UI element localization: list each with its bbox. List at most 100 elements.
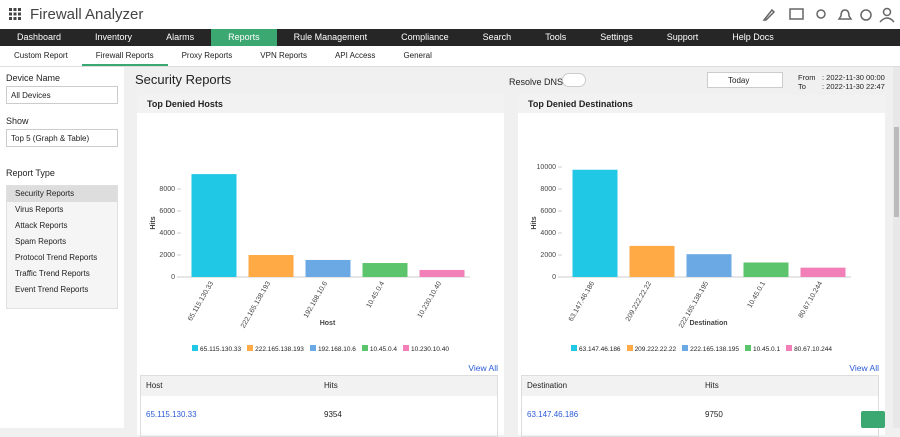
y-tick-label: 4000 — [540, 230, 556, 237]
label: Device Name — [6, 73, 61, 83]
report-type[interactable]: Spam Reports — [15, 237, 67, 246]
x-tick-label: 80.67.10.244 — [798, 280, 825, 319]
label: Show — [6, 116, 29, 126]
x-tick-label: 209.222.22.22 — [625, 280, 653, 322]
y-tick-label: 10000 — [537, 164, 557, 171]
nav-tab[interactable]: Help Docs — [732, 32, 774, 42]
nav-tab[interactable]: Search — [482, 32, 512, 42]
bar — [686, 254, 732, 277]
bar — [305, 259, 351, 277]
header-cell: Hits — [324, 381, 338, 390]
report-type[interactable]: Event Trend Reports — [15, 285, 89, 294]
bar — [572, 169, 618, 277]
legend-swatch — [682, 345, 689, 351]
x-tick-label: 65.115.130.33 — [187, 280, 215, 322]
top-icons — [762, 7, 895, 23]
view-all-link[interactable]: View All — [468, 363, 498, 373]
x-tick-label: 222.165.138.193 — [240, 280, 272, 329]
sub-tab[interactable]: Firewall Reports — [81, 46, 168, 66]
sub-tab[interactable]: VPN Reports — [260, 51, 307, 60]
bar — [191, 174, 237, 277]
report-type[interactable]: Attack Reports — [15, 221, 68, 230]
nav-tab[interactable]: Compliance — [401, 32, 449, 42]
toggle[interactable] — [562, 73, 586, 87]
panel-title: Top Denied Destinations — [518, 95, 885, 113]
label: Report Type — [6, 168, 55, 178]
x-tick-label: 10.45.0.4 — [366, 280, 387, 309]
header-cell: Host — [146, 381, 163, 390]
period-select[interactable]: Today — [707, 72, 783, 88]
nav-tab[interactable]: Reports — [211, 29, 277, 46]
top-bar: Firewall Analyzer — [0, 0, 900, 29]
legend-label: 80.67.10.244 — [794, 346, 833, 353]
table-row: 65.115.130.33 9354 — [141, 396, 497, 436]
cell: 9354 — [324, 410, 342, 419]
legend-item: 65.115.130.33 — [192, 345, 241, 353]
chat-button[interactable] — [861, 411, 885, 428]
y-tick-label: 8000 — [540, 186, 556, 193]
bar — [362, 263, 408, 277]
legend-label: 192.168.10.6 — [317, 346, 356, 353]
bar — [629, 245, 675, 277]
chart: 0 2000 4000 6000 8000 10000 Hits Destination 63.… — [531, 164, 851, 330]
nav-tab[interactable]: Alarms — [166, 32, 195, 42]
legend-item: 222.165.138.193 — [247, 345, 304, 353]
scrollbar[interactable] — [893, 67, 900, 428]
legend-item: 10.230.10.40 — [403, 345, 449, 353]
legend-item: 192.168.10.6 — [309, 345, 356, 353]
nav-tab[interactable]: Inventory — [95, 32, 133, 42]
y-tick-label: 4000 — [159, 230, 175, 237]
sidebar: Device Name All Devices Show Top 5 (Grap… — [0, 67, 124, 428]
legend-item: 209.222.22.22 — [626, 345, 677, 353]
to-label: To — [798, 82, 806, 91]
report-type[interactable]: Virus Reports — [15, 205, 64, 214]
legend-swatch — [403, 345, 409, 351]
legend-swatch — [247, 345, 254, 351]
nav-tab[interactable]: Dashboard — [17, 32, 62, 42]
y-tick-label: 2000 — [159, 252, 175, 259]
sub-nav: Custom Report Firewall Reports Proxy Repor… — [0, 46, 900, 67]
legend-swatch — [744, 345, 751, 351]
bar — [419, 269, 465, 277]
legend-label: 222.165.138.193 — [255, 346, 304, 353]
app-grid-icon[interactable] — [9, 8, 21, 20]
x-tick-label: 63.147.46.186 — [568, 280, 596, 322]
legend-swatch — [570, 345, 577, 351]
sub-tab[interactable]: Proxy Reports — [181, 51, 233, 60]
sub-tab[interactable]: Custom Report — [14, 51, 68, 60]
nav-tab[interactable]: Tools — [545, 32, 567, 42]
y-tick-label: 6000 — [159, 208, 175, 215]
scroll-thumb[interactable] — [894, 127, 899, 217]
legend-label: 10.45.0.1 — [752, 346, 781, 353]
report-type[interactable]: Security Reports — [7, 186, 117, 202]
device-select[interactable]: All Devices — [6, 86, 118, 104]
cell[interactable]: 63.147.46.186 — [527, 410, 579, 419]
report-type[interactable]: Protocol Trend Reports — [15, 253, 98, 262]
chart: 0 2000 4000 6000 8000 Hits Host 65.115.130.33 22… — [150, 174, 470, 330]
report-panel: Top Denied Destinations 0 2000 4000 6000 8000… — [518, 95, 885, 437]
legend-item: 80.67.10.244 — [786, 345, 833, 353]
table-header: Destination Hits — [522, 376, 878, 396]
legend-item: 10.45.0.4 — [361, 345, 397, 353]
report-type[interactable]: Traffic Trend Reports — [15, 269, 90, 278]
nav-tab[interactable]: Support — [666, 32, 699, 42]
from-label: From — [798, 73, 816, 82]
x-axis-label: Host — [320, 320, 336, 327]
sub-tab[interactable]: API Access — [334, 51, 376, 60]
bar — [248, 255, 294, 277]
table-row: 63.147.46.186 9750 — [522, 396, 878, 436]
legend-swatch — [361, 345, 368, 351]
legend: 63.147.46.186 209.222.22.22 222.165.138.19… — [518, 345, 885, 353]
legend-item: 222.165.138.195 — [682, 345, 739, 353]
cell[interactable]: 65.115.130.33 — [146, 410, 197, 419]
header-cell: Destination — [527, 381, 568, 390]
view-all-link[interactable]: View All — [849, 363, 879, 373]
y-tick-label: 6000 — [540, 208, 556, 215]
legend-label: 209.222.22.22 — [634, 346, 677, 353]
nav-tab[interactable]: Rule Management — [293, 32, 368, 42]
nav-tab[interactable]: Settings — [600, 32, 633, 42]
show-select[interactable]: Top 5 (Graph & Table) — [6, 129, 118, 147]
legend-label: 10.230.10.40 — [411, 346, 449, 353]
sub-tab[interactable]: General — [403, 51, 432, 60]
from-value: : 2022-11-30 00:00 — [822, 73, 885, 82]
